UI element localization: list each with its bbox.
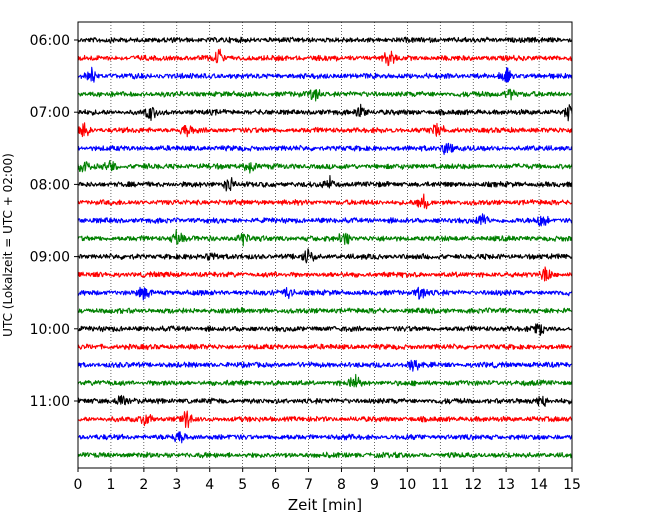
seismic-trace-0730 <box>77 142 573 155</box>
seismic-trace-0715 <box>77 122 573 138</box>
y-axis-ticks: 06:00 07:00 08:00 09:00 10:00 11:00 <box>30 33 78 410</box>
x-tick-label: 7 <box>304 477 313 493</box>
seismic-trace-1045 <box>77 373 573 388</box>
seismic-trace-0645 <box>77 88 573 102</box>
seismic-trace-1015 <box>77 343 573 351</box>
seismic-traces <box>77 36 573 459</box>
seismic-trace-0915 <box>77 266 573 282</box>
y-tick-label: 06:00 <box>30 33 70 49</box>
seismic-trace-0630 <box>77 66 573 83</box>
x-tick-label: 9 <box>370 477 379 493</box>
seismic-trace-0830 <box>77 213 573 227</box>
seismic-trace-0700 <box>77 103 573 122</box>
seismic-trace-1130 <box>77 431 573 444</box>
x-tick-label: 10 <box>398 477 416 493</box>
x-tick-label: 1 <box>106 477 115 493</box>
seismic-trace-0900 <box>77 248 573 264</box>
x-tick-label: 14 <box>530 477 548 493</box>
x-tick-label: 13 <box>497 477 515 493</box>
seismic-trace-0800 <box>77 175 573 192</box>
y-axis-title: UTC (Lokalzeit = UTC + 02:00) <box>1 153 15 337</box>
seismic-trace-0600 <box>77 36 573 44</box>
x-tick-label: 2 <box>139 477 148 493</box>
seismic-trace-1115 <box>77 410 573 429</box>
y-tick-label: 08:00 <box>30 177 70 193</box>
x-tick-label: 3 <box>172 477 181 493</box>
seismic-trace-0815 <box>77 193 573 210</box>
seismic-trace-1030 <box>77 359 573 372</box>
y-tick-label: 09:00 <box>30 250 70 266</box>
x-tick-label: 12 <box>464 477 482 493</box>
x-tick-label: 0 <box>74 477 83 493</box>
seismic-trace-1145 <box>77 451 573 459</box>
seismic-trace-0945 <box>77 307 573 315</box>
y-tick-label: 11:00 <box>30 394 70 410</box>
x-axis-title: Zeit [min] <box>288 496 362 514</box>
seismic-trace-0615 <box>77 48 573 67</box>
plot-frame <box>77 21 573 469</box>
x-tick-label: 15 <box>563 477 581 493</box>
y-tick-label: 07:00 <box>30 105 70 121</box>
seismic-trace-0845 <box>77 229 573 247</box>
seismic-trace-0745 <box>77 160 573 174</box>
seismic-trace-1100 <box>77 394 573 407</box>
x-tick-label: 4 <box>205 477 214 493</box>
seismic-trace-0930 <box>77 286 573 301</box>
x-tick-label: 11 <box>431 477 449 493</box>
x-tick-label: 5 <box>238 477 247 493</box>
y-tick-label: 10:00 <box>30 322 70 338</box>
seismic-trace-1000 <box>77 323 573 337</box>
x-axis-ticks: 0 1 2 3 4 5 6 7 8 9 10 11 12 13 14 15 <box>74 468 581 493</box>
x-tick-label: 8 <box>337 477 346 493</box>
x-tick-label: 6 <box>271 477 280 493</box>
